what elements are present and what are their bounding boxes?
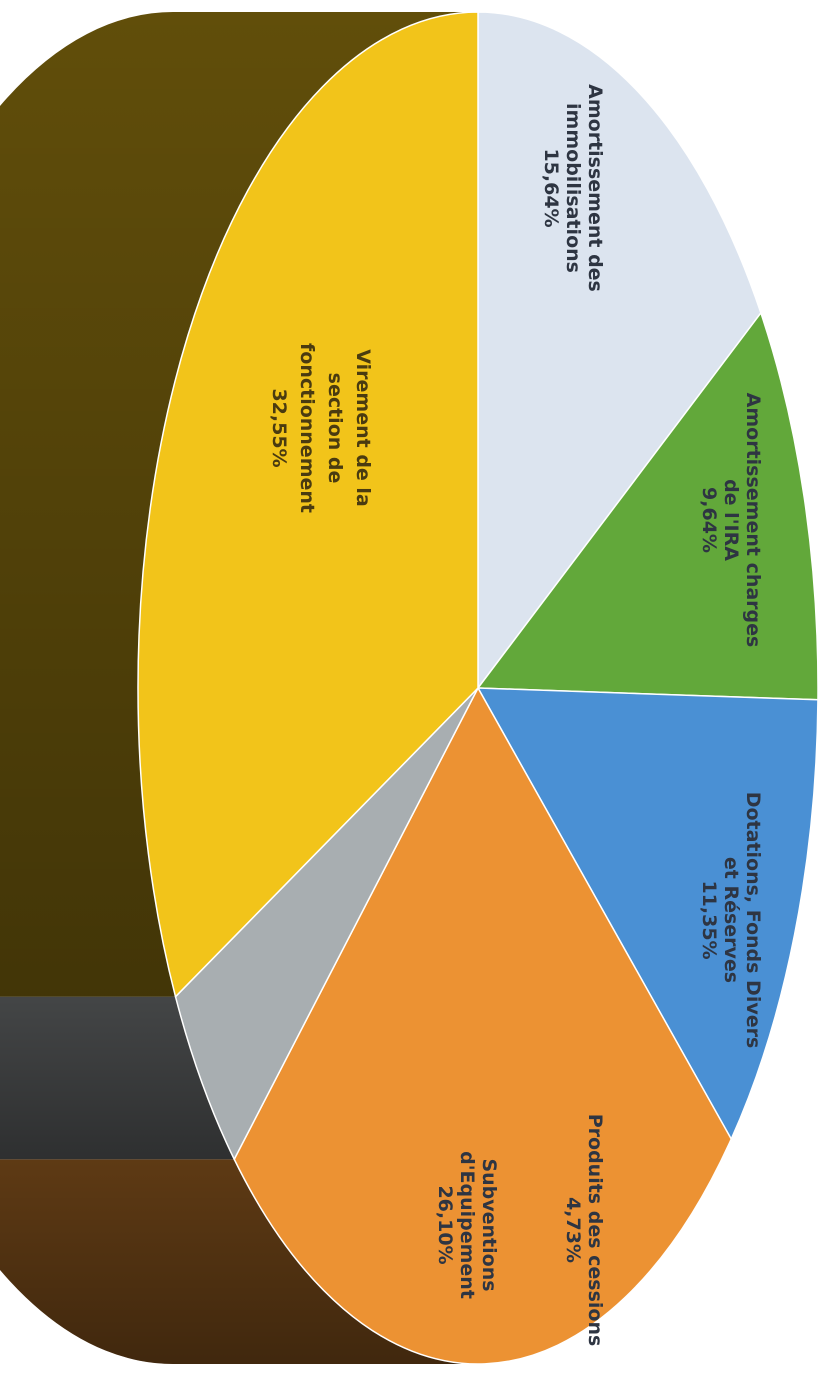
pie-slice-label-line: 9,64%	[698, 487, 720, 553]
pie-slice-5	[174, 687, 479, 1161]
pie-slice-label-line: 4,73%	[562, 1197, 584, 1263]
pie-slice-label-line: Amortissement des	[584, 84, 606, 292]
pie-slice-side-shade-5	[0, 996, 235, 1160]
pie-slice-side-shade-4	[0, 1159, 478, 1364]
pie-slice-label-line: 11,35%	[698, 880, 720, 959]
pie-slice-label-line: section de	[324, 373, 346, 484]
pie-slice-3	[476, 687, 819, 1141]
pie-slice-2	[476, 311, 819, 701]
pie-slice-label-line: Subventions	[478, 1158, 500, 1291]
pie-depth-layer	[0, 12, 478, 1364]
pie-slice-label-line: Produits des cessions	[584, 1114, 606, 1347]
pie-slice-1	[477, 11, 762, 691]
pie-slice-label-line: et Réserves	[720, 857, 742, 983]
pie-slice-label-line: immobilisations	[562, 103, 584, 273]
pie-slice-label-line: Amortissement charges	[742, 393, 764, 648]
pie-slice-label-line: de l'IRA	[720, 479, 742, 561]
pie-slice-label-line: d'Equipement	[456, 1151, 478, 1299]
pie-slice-label-line: 26,10%	[434, 1185, 456, 1264]
pie-slice-label-line: Dotations, Fonds Divers	[742, 792, 764, 1049]
pie-slice-6	[137, 11, 479, 999]
pie-slice-4	[233, 686, 733, 1365]
pie-slice-label-line: fonctionnement	[296, 343, 318, 513]
pie-slice-label-line: Virement de la	[352, 349, 374, 506]
pie-slice-label-line: 15,64%	[540, 148, 562, 227]
pie-slice-side-shade-6	[0, 12, 478, 997]
pie-slice-label-6: Virement de la section de fonctionnement 32…	[268, 343, 374, 513]
pie-labels-layer: Amortissement desimmobilisations15,64%Am…	[268, 84, 764, 1346]
pie-top-layer	[137, 11, 819, 1365]
pie-slice-label-line: 32,55%	[268, 388, 290, 467]
